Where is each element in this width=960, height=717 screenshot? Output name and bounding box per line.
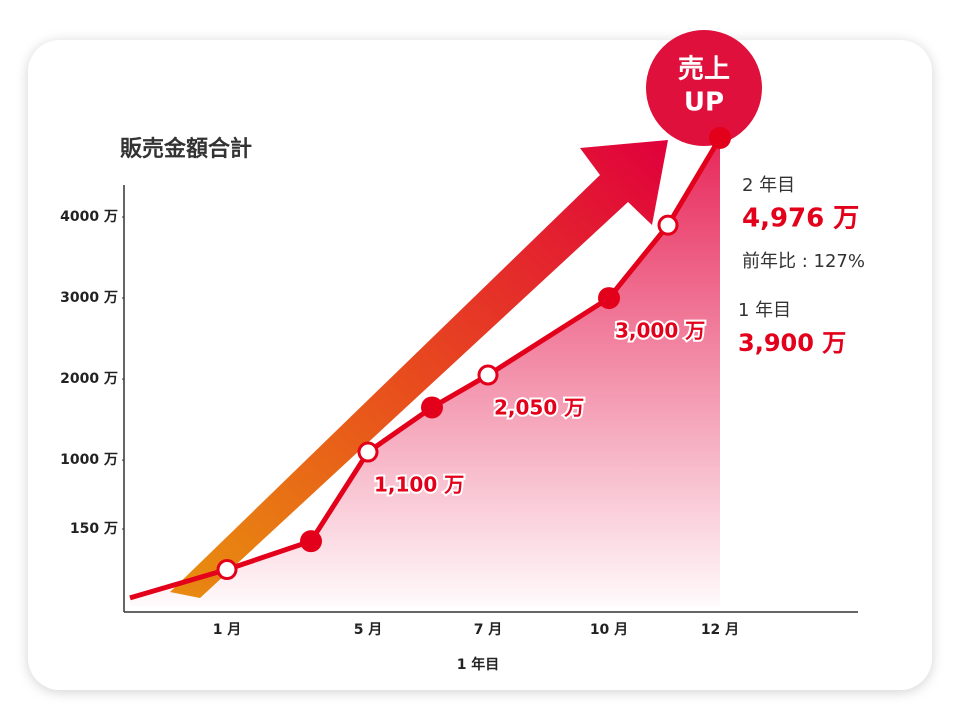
y-tick-label: 3000 万: [60, 290, 118, 306]
x-axis-label: 1 年目: [457, 656, 500, 673]
annotation: 4,976 万: [742, 204, 859, 234]
y-tick-label: 4000 万: [60, 209, 118, 225]
data-label: 3,000 万: [615, 319, 705, 343]
x-tick-label: 12 月: [701, 622, 739, 638]
point: [709, 126, 731, 149]
badge-text: 売上: [678, 55, 730, 85]
badge-text: UP: [684, 88, 724, 118]
badge: [646, 30, 762, 146]
annotation: 2 年目: [742, 175, 795, 196]
y-tick-label: 150 万: [70, 521, 118, 537]
point: [300, 530, 322, 553]
y-tick-label: 2000 万: [60, 371, 118, 387]
plot: 150 万 1000 万 2000 万 3000 万 4000 万 1 月 5 月 7 月 10…: [60, 126, 858, 638]
point: [357, 441, 379, 463]
annotation: 3,900 万: [738, 329, 846, 357]
point: [477, 364, 499, 386]
annotation: 前年比 : 127%: [742, 251, 865, 272]
x-tick-label: 10 月: [590, 622, 628, 638]
data-label: 2,050 万: [494, 396, 584, 420]
point: [216, 559, 238, 581]
x-tick-label: 7 月: [474, 622, 503, 638]
point: [598, 287, 620, 310]
point: [421, 396, 443, 419]
x-tick-label: 1 月: [213, 622, 242, 638]
area: [130, 137, 720, 606]
data-label: 1,100 万: [374, 473, 464, 497]
trend-arrow: [170, 140, 668, 598]
y-tick-label: 1000 万: [60, 452, 118, 468]
x-tick-label: 5 月: [354, 622, 383, 638]
annotation: 1 年目: [738, 300, 791, 321]
chart-title: 販売金額合計: [120, 136, 252, 162]
point: [657, 214, 679, 236]
